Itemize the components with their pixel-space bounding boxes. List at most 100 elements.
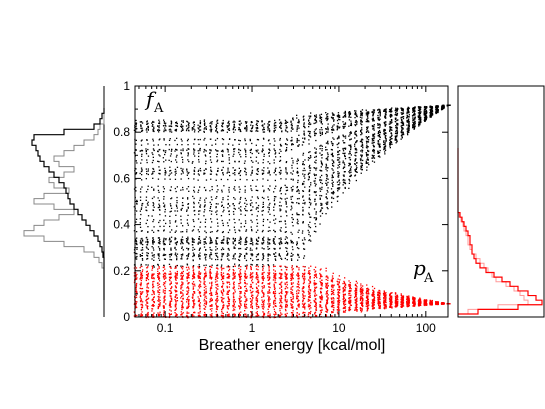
data-point: [187, 239, 189, 241]
data-point: [256, 264, 258, 266]
data-point: [147, 188, 149, 191]
data-point: [209, 298, 211, 300]
data-point: [430, 113, 433, 115]
data-point: [401, 113, 403, 115]
data-point: [176, 225, 178, 227]
data-point: [151, 173, 153, 175]
data-point: [298, 127, 300, 129]
data-point: [407, 130, 409, 132]
data-point: [210, 239, 212, 242]
data-point: [238, 129, 240, 131]
data-point: [151, 258, 153, 260]
data-point: [274, 204, 276, 206]
data-point: [315, 183, 317, 185]
data-point: [198, 315, 200, 318]
data-point: [325, 132, 327, 135]
data-point: [215, 206, 217, 208]
data-point: [226, 282, 229, 284]
data-point: [388, 123, 390, 125]
data-point: [275, 174, 277, 176]
data-point: [273, 209, 275, 211]
data-point: [162, 242, 165, 244]
data-point: [314, 182, 316, 184]
data-point: [159, 243, 161, 245]
data-point: [226, 126, 229, 128]
data-point: [321, 133, 323, 135]
data-point: [273, 313, 275, 315]
data-point: [319, 145, 321, 147]
data-point: [272, 306, 275, 308]
data-point: [246, 127, 248, 129]
data-point: [209, 255, 211, 257]
data-point: [227, 202, 229, 205]
data-point: [331, 179, 333, 181]
data-point: [314, 191, 316, 193]
data-point: [135, 128, 137, 130]
data-point: [354, 169, 356, 172]
data-point: [296, 171, 298, 174]
data-point: [158, 221, 160, 224]
data-point: [389, 120, 391, 123]
data-point: [135, 160, 137, 162]
data-point: [320, 120, 323, 122]
data-point: [301, 239, 304, 241]
data-point: [280, 220, 282, 223]
data-point: [187, 317, 189, 319]
data-point: [426, 112, 428, 114]
data-point: [321, 306, 323, 309]
data-point: [321, 188, 323, 190]
data-point: [292, 185, 294, 188]
data-point: [297, 179, 299, 182]
data-point: [325, 112, 327, 114]
data-point: [272, 264, 275, 266]
data-point: [203, 172, 205, 174]
data-point: [159, 213, 161, 216]
data-point: [258, 314, 260, 317]
data-point: [147, 168, 149, 170]
data-point: [303, 199, 305, 201]
data-point: [182, 249, 184, 251]
data-point: [384, 151, 386, 153]
data-point: [135, 139, 137, 141]
data-point: [244, 255, 246, 258]
data-point: [321, 170, 323, 172]
data-point: [152, 239, 154, 242]
data-point: [151, 246, 153, 248]
data-point: [261, 173, 264, 175]
data-point: [192, 249, 194, 251]
data-point: [198, 231, 200, 233]
data-point: [336, 129, 338, 131]
data-point: [193, 186, 195, 188]
data-point: [262, 128, 265, 130]
data-point: [146, 127, 148, 130]
data-point: [284, 283, 286, 286]
data-point: [238, 229, 240, 231]
data-point: [356, 121, 358, 123]
data-point: [349, 180, 351, 182]
data-point: [291, 157, 293, 159]
data-point: [222, 174, 224, 176]
data-point: [250, 148, 252, 150]
data-point: [159, 303, 161, 305]
data-point: [349, 111, 351, 113]
data-point: [182, 170, 184, 173]
data-point: [313, 208, 316, 210]
data-point: [141, 259, 144, 261]
data-point: [372, 120, 374, 122]
data-point: [267, 246, 269, 248]
data-point: [309, 167, 312, 169]
data-point: [244, 189, 246, 191]
data-point: [337, 122, 339, 125]
data-point: [407, 106, 409, 108]
data-point: [355, 110, 357, 112]
data-point: [279, 247, 281, 250]
data-point: [163, 219, 165, 221]
data-point: [223, 238, 225, 240]
data-point: [146, 123, 148, 125]
data-point: [326, 203, 328, 206]
data-point: [245, 241, 247, 243]
data-point: [310, 184, 312, 186]
data-point: [135, 258, 137, 260]
data-point: [251, 196, 253, 198]
data-point: [336, 128, 339, 130]
